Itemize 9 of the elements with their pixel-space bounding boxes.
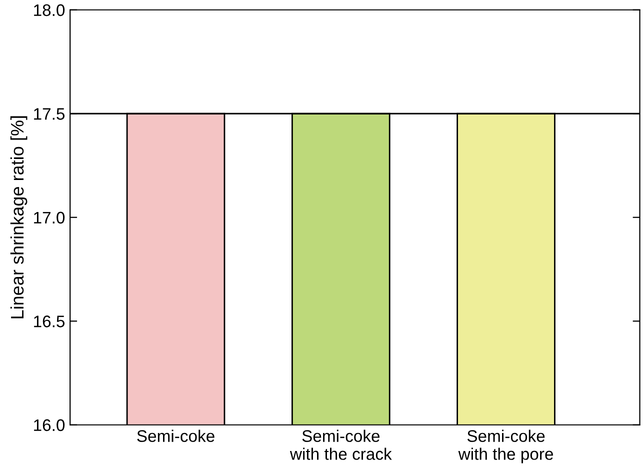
y-tick-label: 16.0 — [34, 419, 65, 432]
y-tick-label: 18.0 — [34, 4, 65, 16]
y-tick-label: 16.5 — [34, 316, 65, 328]
x-tick-label: Semi-coke with the pore — [458, 430, 554, 464]
y-tick-label: 17.5 — [34, 108, 65, 120]
x-tick-label: Semi-coke with the crack — [290, 430, 392, 460]
y-axis-title: Linear shrinkage ratio [%] — [10, 116, 28, 318]
y-tick-label: 17.0 — [34, 212, 65, 224]
x-tick-label: Semi-coke — [137, 430, 214, 442]
